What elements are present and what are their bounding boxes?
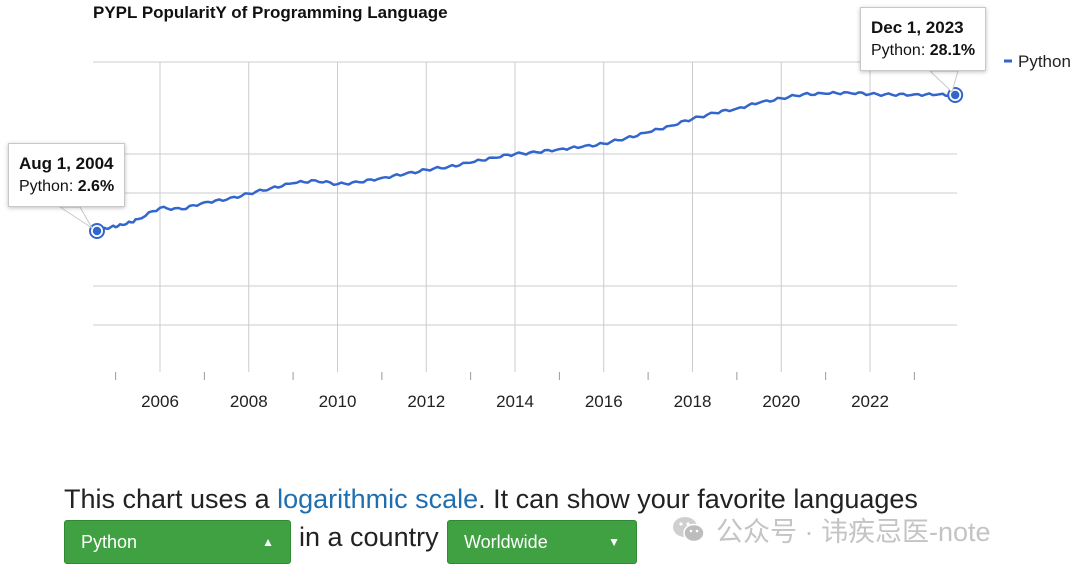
x-tick-label-2006: 2006 <box>141 392 179 411</box>
caret-down-icon: ▼ <box>608 535 620 549</box>
grid-lines <box>93 61 957 372</box>
chart-title: PYPL PopularitY of Programming Language <box>93 3 448 22</box>
x-tick-label-2020: 2020 <box>762 392 800 411</box>
end-tooltip-pointer <box>928 70 959 93</box>
start-point-marker <box>92 226 102 236</box>
start-tooltip-date: Aug 1, 2004 <box>19 154 114 173</box>
x-tick-label-2010: 2010 <box>319 392 357 411</box>
series-group <box>58 70 964 239</box>
x-tick-label-2014: 2014 <box>496 392 534 411</box>
country-select[interactable]: Worldwide ▼ <box>447 520 637 564</box>
end-tooltip-series: Python: <box>871 42 930 59</box>
end-tooltip-value: 28.1% <box>929 42 976 59</box>
x-axis: 2006 2008 2010 2012 2014 2016 2018 2020 2022 <box>115 372 915 411</box>
legend-label-python: Python <box>1018 52 1071 71</box>
start-tooltip-value: 2.6% <box>77 178 115 195</box>
start-point-tooltip: Aug 1, 2004 Python: 2.6% <box>8 143 126 207</box>
language-select[interactable]: Python ▲ <box>64 520 291 564</box>
wechat-icon <box>673 516 705 542</box>
description-suffix: . It can show your favorite languages <box>478 484 918 514</box>
x-tick-label-2016: 2016 <box>585 392 623 411</box>
start-tooltip-series: Python: <box>19 178 78 195</box>
language-select-value: Python <box>81 531 138 552</box>
series-line-python <box>96 90 956 233</box>
line-chart: 2006 2008 2010 2012 2014 2016 2018 2020 2022 Pyt… <box>58 52 1071 411</box>
x-tick-label-2022: 2022 <box>851 392 889 411</box>
caret-up-icon: ▲ <box>262 535 274 549</box>
logarithmic-scale-link[interactable]: logarithmic scale <box>277 484 479 514</box>
end-tooltip-date: Dec 1, 2023 <box>871 18 964 37</box>
watermark: 公众号 · 讳疾忌医-note <box>672 510 991 549</box>
country-select-value: Worldwide <box>464 531 548 552</box>
x-tick-label-2012: 2012 <box>407 392 445 411</box>
x-tick-label-2008: 2008 <box>230 392 268 411</box>
x-tick-label-2018: 2018 <box>674 392 712 411</box>
end-point-tooltip: Dec 1, 2023 Python: 28.1% <box>860 7 987 71</box>
watermark-text: 公众号 · 讳疾忌医-note <box>716 517 991 547</box>
start-tooltip-pointer <box>58 206 93 229</box>
connector-text: in a country <box>299 522 439 552</box>
legend: Python <box>1004 52 1071 71</box>
description-prefix: This chart uses a <box>64 484 278 514</box>
end-point-marker <box>951 90 960 100</box>
description-text: This chart uses a logarithmic scale. It … <box>64 484 918 515</box>
